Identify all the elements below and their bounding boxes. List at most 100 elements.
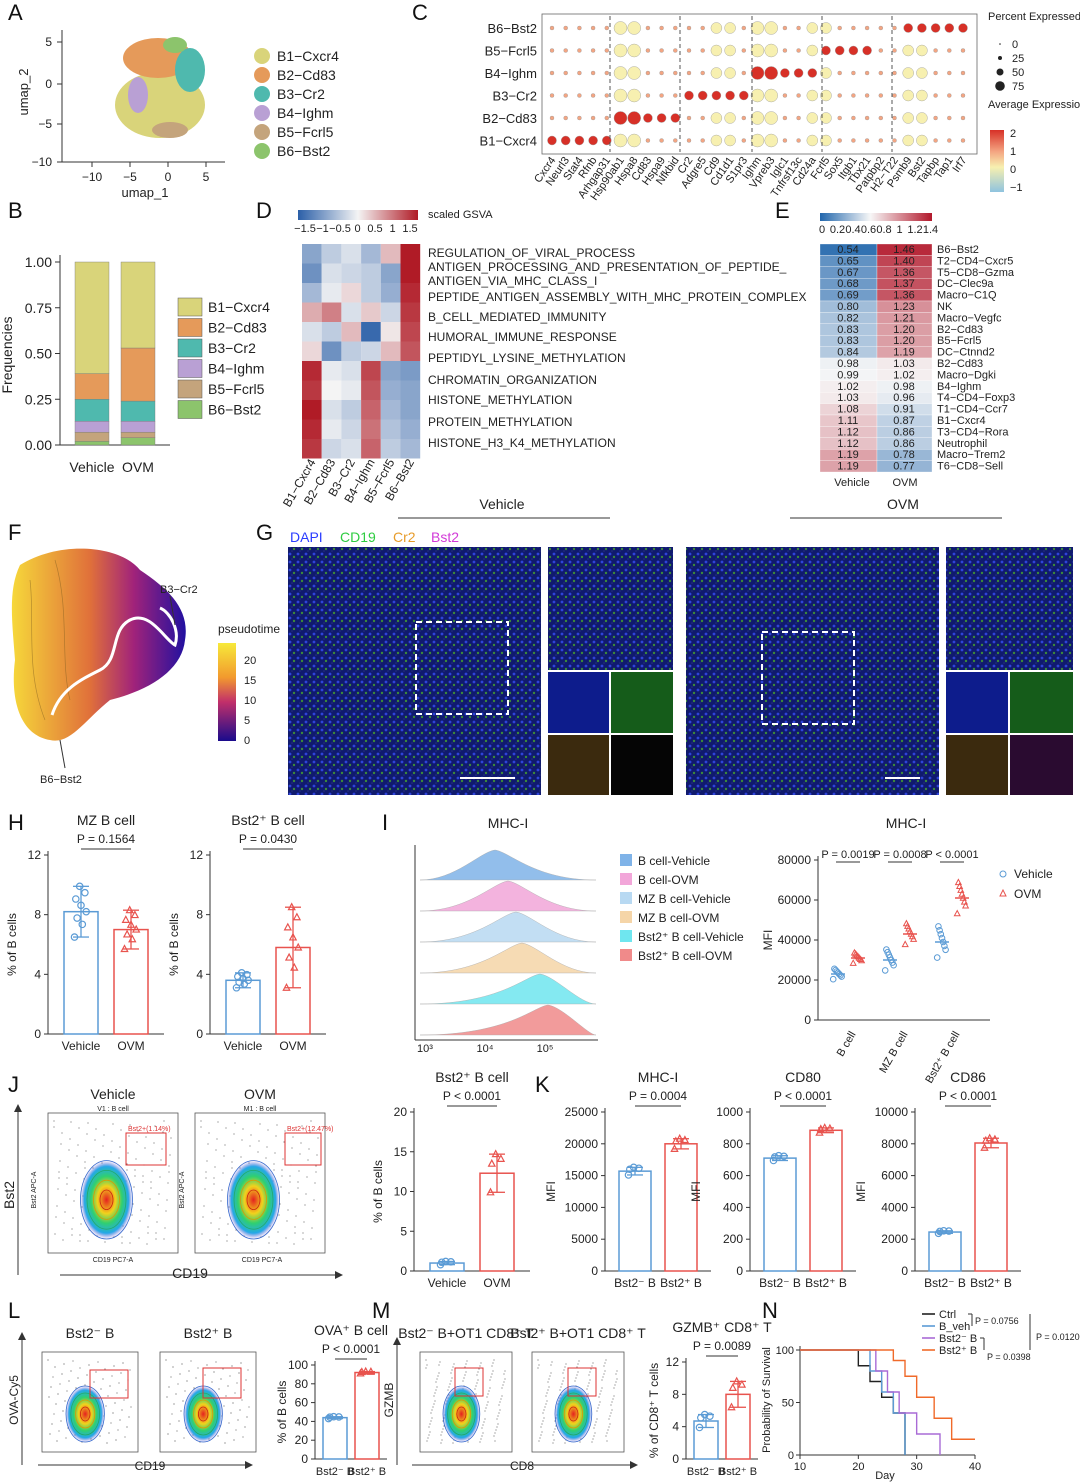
- size-legend-label: 0: [1012, 39, 1018, 51]
- flow-event: [467, 1441, 469, 1443]
- scatter-point: [936, 927, 943, 934]
- data-point: [78, 920, 87, 929]
- hist-legend-swatch: [620, 911, 632, 923]
- channel-label: DAPI: [290, 529, 323, 545]
- flow-event: [134, 1175, 136, 1177]
- bar: [618, 1170, 652, 1272]
- flow-y-sub: Bst2 APC-A: [179, 1171, 186, 1208]
- b-ytick-label: 0.50: [25, 346, 52, 362]
- average-expression-title: Average Expression: [988, 99, 1080, 111]
- flow-event: [601, 1387, 603, 1389]
- legend-label: B1−Cxcr4: [277, 48, 339, 64]
- flow-event: [119, 1146, 121, 1148]
- expression-dot: [878, 115, 883, 121]
- flow-event: [281, 1169, 283, 1171]
- e-value-vehicle: 0.98: [837, 358, 858, 370]
- flow-event: [435, 1389, 437, 1391]
- expression-dot: [590, 93, 596, 98]
- bar-ytick-label: 0: [591, 1264, 598, 1278]
- flow-event: [486, 1404, 488, 1406]
- flow-event: [72, 1360, 74, 1362]
- e-row-label: Macro−Trem2: [937, 449, 1005, 461]
- e-value-ovm: 1.21: [893, 312, 914, 324]
- panel-c-row-labels: B6−Bst2 B5−Fcrl5 B4−Ighm B3−Cr2 B2−Cd83 B1−Cx…: [480, 21, 537, 149]
- flow-event: [289, 1181, 291, 1183]
- pathway-label: PEPTIDE_ANTIGEN_ASSEMBLY_WITH_MHC_PROTEI…: [428, 290, 807, 304]
- flow-event: [433, 1403, 435, 1405]
- b-ytick-label: 1.00: [25, 254, 52, 270]
- flow-event: [120, 1372, 122, 1374]
- flow-event: [213, 1183, 215, 1185]
- flow-event: [232, 1402, 234, 1404]
- flow-event: [257, 1151, 259, 1153]
- panel-h-plots: 12 8 4 0 Vehicle OVM MZ B cell P = 0.1564 % of B…: [5, 812, 326, 1053]
- vehicle-bst2: [611, 735, 673, 795]
- flow-event: [483, 1421, 485, 1423]
- flow-gate-label: Bst2+(12.47%): [287, 1126, 334, 1133]
- expression-dot: [561, 135, 571, 146]
- gsva-cell: [302, 419, 322, 439]
- trajectory-start-label: B3−Cr2: [160, 584, 198, 596]
- flow-subtitle: V1 : B cell: [97, 1106, 129, 1113]
- expression-dot: [724, 112, 736, 124]
- flow-event: [127, 1152, 129, 1154]
- data-point: [820, 1123, 829, 1132]
- pseudotime-tick: 20: [244, 655, 256, 667]
- expression-dot: [577, 93, 582, 98]
- panel-l-flow-plots: Bst2⁻ B Bst2⁺ B: [41, 1325, 257, 1453]
- expression-dot: [549, 48, 555, 53]
- flow-event: [149, 1198, 151, 1200]
- histogram-title: MHC-I: [488, 815, 528, 831]
- legend-label: B3−Cr2: [277, 86, 325, 102]
- flow-event: [430, 1420, 432, 1422]
- gsva-cell: [361, 263, 381, 283]
- panel-label-n: N: [762, 1298, 778, 1323]
- expression-dot: [764, 133, 778, 148]
- flow-event: [440, 1442, 442, 1444]
- flow-event: [84, 1161, 86, 1163]
- flow-event: [168, 1386, 170, 1388]
- expression-dot: [960, 115, 966, 121]
- expression-dot: [627, 21, 641, 35]
- flow-event: [114, 1402, 116, 1404]
- histogram-legend: B cell-Vehicle B cell-OVM MZ B cell-Vehicl…: [620, 854, 744, 963]
- flow-event: [109, 1385, 111, 1387]
- flow-event: [491, 1365, 493, 1367]
- flow-event: [317, 1137, 319, 1139]
- flow-event: [579, 1441, 581, 1443]
- flow-event: [222, 1368, 224, 1370]
- flow-event: [170, 1376, 172, 1378]
- flow-event: [73, 1200, 75, 1202]
- legend-label: B2−Cd83: [277, 67, 336, 83]
- bar: [763, 1157, 797, 1272]
- flow-event: [593, 1427, 595, 1429]
- gsva-cell: [321, 322, 342, 342]
- flow-event: [494, 1440, 496, 1442]
- panel-label-i: I: [382, 810, 388, 835]
- flow-event: [74, 1189, 76, 1191]
- a-ytick-label: 5: [45, 35, 52, 49]
- bar-category-label: OVM: [279, 1039, 306, 1053]
- expression-dot: [563, 48, 568, 53]
- flow-event: [217, 1435, 219, 1437]
- scatter-point: [857, 956, 866, 964]
- flow-event: [577, 1371, 579, 1373]
- b-legend-swatch: [177, 318, 203, 337]
- expression-dot: [549, 93, 555, 98]
- umap-clusters: [115, 37, 205, 138]
- flow-event: [79, 1367, 81, 1369]
- flow-event: [84, 1167, 86, 1169]
- scatter-p: P < 0.0001: [925, 849, 978, 861]
- gsva-cell: [321, 439, 342, 459]
- scatter-p: P = 0.0019: [821, 849, 874, 861]
- flow-event: [550, 1364, 552, 1366]
- flow-event: [70, 1121, 72, 1123]
- flow-event: [130, 1406, 132, 1408]
- expression-dot: [750, 133, 765, 148]
- flow-event: [599, 1401, 601, 1403]
- flow-event: [316, 1154, 318, 1156]
- scatter-ytick-label: 80000: [778, 853, 812, 867]
- e-value-ovm: 1.40: [893, 255, 914, 267]
- data-point: [73, 914, 81, 922]
- flow-event: [153, 1142, 155, 1144]
